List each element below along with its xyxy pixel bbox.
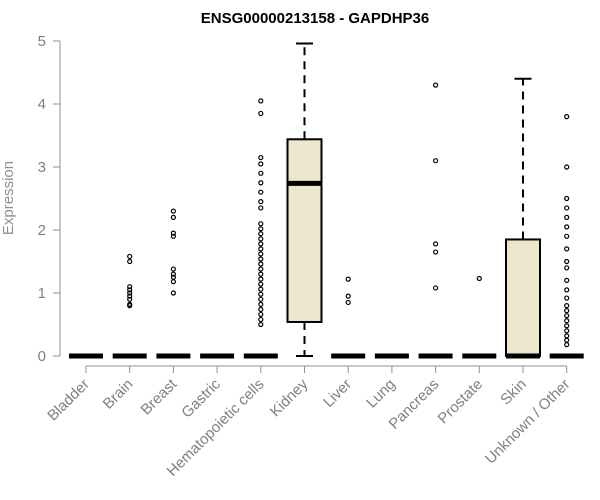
outlier-point — [127, 258, 133, 265]
outlier-point — [564, 318, 570, 324]
outlier-point — [433, 285, 439, 291]
x-tick-label: Skin — [497, 376, 530, 409]
outlier-point — [170, 214, 176, 220]
outlier-point — [170, 233, 176, 239]
outlier-point — [258, 161, 264, 167]
outlier-point — [564, 246, 570, 252]
outlier-point — [564, 233, 570, 239]
outlier-point — [170, 274, 176, 280]
outlier-point — [258, 276, 264, 282]
outlier-point — [258, 316, 264, 323]
outlier-point — [258, 286, 264, 292]
outlier-point — [258, 271, 264, 277]
outlier-point — [564, 265, 570, 271]
outlier-point — [258, 221, 264, 227]
x-tick-label: Bladder — [44, 376, 93, 425]
x-tick-label: Kidney — [267, 375, 312, 420]
outlier-point — [127, 290, 133, 296]
outlier-point — [564, 333, 570, 339]
outlier-point — [170, 208, 176, 214]
outlier-point — [476, 275, 482, 282]
outlier-point — [433, 249, 439, 255]
outlier-point — [345, 293, 351, 299]
y-tick-label: 1 — [38, 285, 46, 302]
box-11 — [505, 238, 541, 357]
outlier-point — [258, 154, 264, 161]
outlier-point — [127, 293, 133, 299]
outlier-point — [564, 328, 570, 334]
x-tick-label: Breast — [138, 375, 181, 418]
outlier-point — [127, 253, 133, 260]
outlier-point — [258, 301, 264, 307]
x-tick-label: Brain — [100, 376, 137, 413]
outlier-point — [127, 284, 133, 290]
box-6 — [286, 138, 323, 323]
outlier-point — [564, 224, 570, 230]
outlier-point — [258, 180, 264, 186]
outlier-point — [258, 231, 264, 237]
outlier-point — [345, 299, 351, 306]
outlier-point — [433, 241, 439, 247]
outlier-point — [258, 311, 264, 318]
outlier-point — [564, 337, 570, 343]
outlier-point — [258, 251, 264, 257]
outlier-point — [564, 113, 570, 120]
outlier-point — [170, 230, 176, 236]
outlier-point — [433, 158, 439, 164]
outlier-point — [564, 303, 570, 309]
y-tick-label: 5 — [38, 33, 46, 50]
chart-title: ENSG00000213158 - GAPDHP36 — [201, 10, 429, 27]
outlier-point — [170, 271, 176, 277]
outlier-point — [564, 195, 570, 202]
outlier-point — [258, 281, 264, 287]
outlier-point — [258, 189, 264, 195]
outlier-point — [345, 276, 351, 282]
outlier-point — [258, 205, 264, 211]
x-tick-label: Lung — [363, 376, 399, 412]
outlier-point — [564, 258, 570, 265]
outlier-point — [258, 306, 264, 312]
outlier-point — [258, 261, 264, 267]
outlier-point — [258, 321, 264, 328]
outlier-point — [258, 256, 264, 262]
y-tick-label: 4 — [38, 96, 46, 113]
outlier-point — [433, 82, 439, 88]
outlier-point — [258, 266, 264, 272]
outlier-point — [258, 98, 264, 104]
x-tick-label: Prostate — [435, 376, 487, 428]
y-tick-label: 2 — [38, 222, 46, 239]
outlier-point — [170, 266, 176, 272]
y-tick-label: 0 — [38, 348, 46, 365]
outlier-point — [258, 296, 264, 302]
outlier-point — [564, 277, 570, 283]
outlier-point — [564, 323, 570, 329]
outlier-point — [258, 110, 264, 117]
outlier-point — [564, 342, 570, 348]
outlier-point — [564, 205, 570, 211]
outlier-point — [564, 313, 570, 319]
outlier-point — [258, 241, 264, 247]
outlier-point — [170, 290, 176, 296]
outlier-point — [564, 287, 570, 293]
outlier-point — [258, 236, 264, 242]
outlier-point — [564, 214, 570, 220]
outlier-point — [127, 296, 133, 302]
y-axis-label: Expression — [0, 161, 17, 235]
outlier-point — [564, 164, 570, 170]
outlier-point — [564, 308, 570, 314]
outlier-point — [258, 246, 264, 252]
outlier-point — [170, 279, 176, 285]
outlier-point — [258, 291, 264, 297]
outlier-point — [127, 287, 133, 293]
y-tick-label: 3 — [38, 159, 46, 176]
outlier-point — [258, 199, 264, 205]
x-tick-label: Liver — [320, 376, 355, 411]
outlier-point — [564, 295, 570, 301]
outlier-point — [127, 301, 133, 307]
outlier-point — [258, 170, 264, 176]
outlier-point — [258, 226, 264, 232]
